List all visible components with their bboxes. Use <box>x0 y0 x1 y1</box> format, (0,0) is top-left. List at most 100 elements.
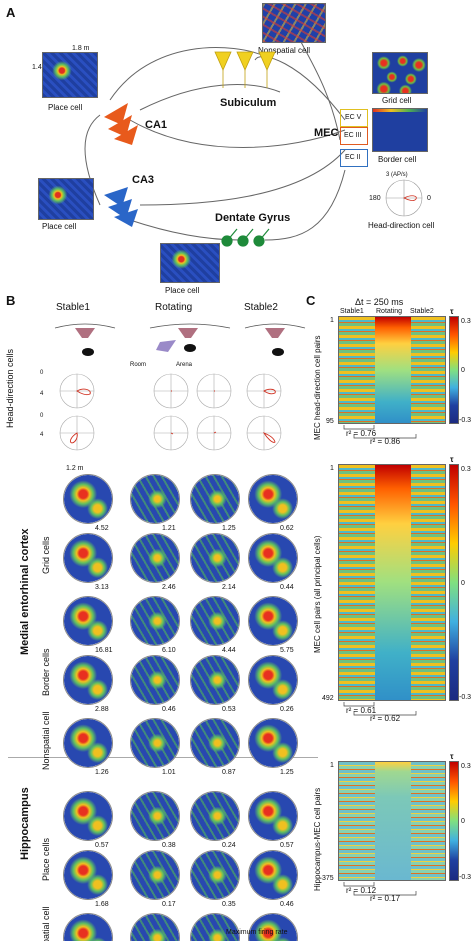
hd-polar-plot <box>246 415 282 451</box>
grid-cell-label: Grid cell <box>382 96 412 105</box>
max-rate-value: 1.68 <box>95 901 109 908</box>
max-rate-value: 0.62 <box>280 525 294 532</box>
hd-tick-0b: 0 <box>40 413 44 419</box>
dentate-gyrus-label: Dentate Gyrus <box>215 212 291 224</box>
max-rate-value: 0.26 <box>280 706 294 713</box>
c-col-rotating: Rotating <box>376 308 403 315</box>
scale-label: 1.2 m <box>66 465 84 472</box>
heatmap-n-bottom: 492 <box>322 695 334 702</box>
heatmap-column <box>411 317 445 423</box>
heatmap-column <box>339 762 375 880</box>
heatmap-n-bottom: 95 <box>326 418 334 425</box>
rate-map <box>63 791 113 841</box>
correlation-heatmap <box>338 761 446 881</box>
arena-schematics <box>54 323 306 356</box>
c-col-stable1: Stable1 <box>340 308 364 315</box>
column-header-stable2: Stable2 <box>244 302 278 313</box>
r2-stable1-stable2: r² = 0.62 <box>370 714 401 723</box>
rate-map <box>63 474 113 524</box>
hd-polar-plot <box>153 373 189 409</box>
ca1-label: CA1 <box>145 119 168 131</box>
rate-map <box>190 474 240 524</box>
hd-tick-0a: 0 <box>40 370 44 376</box>
nonspatial-cell-label: Nonspatial cell <box>258 46 311 55</box>
group-label: Nonspatial cell <box>41 711 51 770</box>
rate-map <box>130 655 180 705</box>
colorbar-tick: 0.3 <box>461 763 471 770</box>
rate-map <box>190 791 240 841</box>
subiculum-neurons <box>214 51 276 88</box>
border-cell-label: Border cell <box>378 155 417 164</box>
rate-map <box>190 718 240 768</box>
place-cell-map-dg <box>160 243 220 283</box>
colorbar <box>449 316 459 424</box>
correlation-heatmap <box>338 464 446 701</box>
max-rate-value: 0.57 <box>280 842 294 849</box>
max-rate-value: 4.44 <box>222 647 236 654</box>
max-rate-value: 0.17 <box>162 901 176 908</box>
group-label: Place cells <box>41 837 51 881</box>
max-rate-value: 0.24 <box>222 842 236 849</box>
ca3-neurons <box>104 187 138 227</box>
hd-cells-label: Head-direction cells <box>5 348 15 428</box>
r2-stable1-rotating: r² = 0.12 <box>346 886 377 895</box>
rate-map <box>130 474 180 524</box>
max-rate-value: 0.44 <box>280 584 294 591</box>
heatmap-column <box>375 317 411 423</box>
place-cell-map-ca1 <box>42 52 98 98</box>
rate-map <box>63 596 113 646</box>
max-rate-value: 3.13 <box>95 584 109 591</box>
place-map-height: 1.4 m <box>32 64 50 71</box>
hd-180-label: 180 <box>369 195 381 202</box>
place-map-width: 1.8 m <box>72 45 90 52</box>
heatmap-n-bottom: 375 <box>322 875 334 882</box>
rate-map <box>190 850 240 900</box>
column-header-stable1: Stable1 <box>56 302 90 313</box>
rate-map <box>130 791 180 841</box>
heatmap-ylabel: MEC cell pairs (all principal cells) <box>313 535 322 653</box>
max-rate-value: 0.35 <box>222 901 236 908</box>
hd-polar-plot <box>196 415 232 451</box>
rate-map <box>190 913 240 941</box>
tau-label: τ <box>450 307 454 316</box>
max-rate-value: 5.75 <box>280 647 294 654</box>
hd-polar-plot <box>153 415 189 451</box>
colorbar-tick: -0.3 <box>459 874 472 881</box>
r2-stable1-stable2: r² = 0.17 <box>370 894 401 903</box>
heatmap-n-top: 1 <box>330 317 334 324</box>
place-cell-label-2: Place cell <box>42 222 77 231</box>
group-label: Border cells <box>41 648 51 696</box>
place-cell-map-ca3 <box>38 178 94 220</box>
max-rate-value: 2.88 <box>95 706 109 713</box>
dt-label: Δt = 250 ms <box>355 297 404 307</box>
rate-map <box>248 791 298 841</box>
tau-label: τ <box>450 455 454 464</box>
heatmap-column <box>375 465 411 700</box>
head-direction-cell-label: Head-direction cell <box>368 221 435 230</box>
rate-map <box>248 474 298 524</box>
hippocampus-section-label: Hippocampus <box>19 787 31 860</box>
max-rate-value: 0.46 <box>162 706 176 713</box>
max-rate-value: 0.38 <box>162 842 176 849</box>
colorbar-tick: 0 <box>461 579 465 587</box>
rate-map <box>130 596 180 646</box>
dentate-neurons <box>221 228 270 247</box>
column-header-rotating: Rotating <box>155 302 193 313</box>
place-cell-label-3: Place cell <box>165 286 200 295</box>
hd-scale-label: 3 (AP/s) <box>386 172 408 178</box>
max-rate-value: 4.52 <box>95 525 109 532</box>
r2-stable1-rotating: r² = 0.61 <box>346 706 377 715</box>
rate-map <box>63 850 113 900</box>
colorbar-tick: -0.3 <box>459 417 472 424</box>
max-rate-value: 0.53 <box>222 706 236 713</box>
heatmap-column <box>339 317 375 423</box>
max-rate-value: 0.57 <box>95 842 109 849</box>
hd-polar-plot <box>59 373 95 409</box>
rate-map <box>130 913 180 941</box>
max-rate-value: 0.46 <box>280 901 294 908</box>
rate-map <box>130 718 180 768</box>
hd-polar-plot <box>59 415 95 451</box>
ec-iii-box: EC III <box>340 127 368 145</box>
max-rate-value: 6.10 <box>162 647 176 654</box>
r2-brackets <box>343 882 417 896</box>
